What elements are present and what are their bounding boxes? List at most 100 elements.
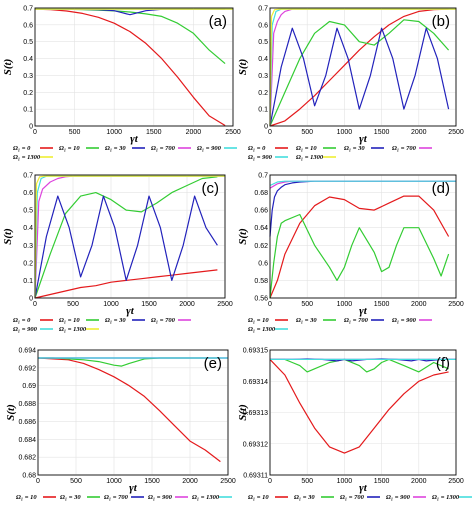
y-tick-label: 0.6 — [23, 190, 33, 197]
x-tick-label: 1500 — [374, 301, 390, 308]
plot-frame — [269, 174, 457, 299]
series-line — [37, 357, 221, 463]
legend-label: Ω₁ = 1300 — [59, 326, 87, 333]
panel-a: 0 500 1000 1500 2000 2500 0 0.1 0.2 0.3 0.4 0.5 0.6 0… — [2, 6, 241, 162]
legend-label: Ω₁ = 1300 — [13, 154, 41, 161]
y-tick-label: 0.4 — [258, 56, 268, 63]
series-line — [269, 8, 449, 127]
panel-label: (f) — [436, 355, 450, 372]
x-axis-label: γt — [359, 305, 368, 317]
x-tick-label: 1000 — [103, 301, 119, 308]
plot-border — [269, 349, 457, 476]
legend-label: Ω₁ = 700 — [151, 317, 176, 324]
y-tick-label: 0 — [29, 124, 33, 131]
plot-border — [34, 7, 234, 127]
x-tick-label: 0 — [33, 301, 37, 308]
legend-label: Ω₁ = 700 — [104, 494, 129, 501]
y-tick-label: 0.5 — [23, 208, 33, 215]
y-axis-label: S(t) — [237, 228, 249, 245]
x-tick-label: 2000 — [182, 478, 198, 485]
y-tick-label: 0.69 — [22, 383, 36, 390]
x-tick-label: 2000 — [186, 129, 202, 136]
x-tick-label: 0 — [268, 301, 272, 308]
y-tick-label: 0.2 — [23, 260, 33, 267]
x-tick-label: 2500 — [225, 129, 241, 136]
series-line — [269, 19, 450, 127]
panel-d: 0 500 1000 1500 2000 2500 0.56 0.58 0.6 0.62 0.64 0… — [237, 173, 464, 334]
series-line — [34, 176, 218, 299]
series-line — [270, 358, 449, 373]
x-axis-label: γt — [126, 305, 135, 317]
legend-label: Ω₁ = 0 — [13, 317, 31, 324]
y-tick-label: 0.7 — [258, 173, 268, 180]
legend-label: Ω₁ = 1300 — [296, 154, 324, 161]
x-tick-label: 2000 — [411, 478, 427, 485]
y-tick-label: 0 — [29, 296, 33, 303]
panel-label: (e) — [204, 355, 222, 372]
legend-label: Ω₁ = 1300 — [248, 326, 276, 333]
y-tick-label: 0.7 — [23, 173, 33, 180]
y-tick-label: 0.69313 — [243, 410, 268, 417]
y-tick-label: 0.62 — [254, 243, 268, 250]
panel-label: (a) — [209, 13, 227, 30]
panel-e: 0 500 1000 1500 2000 2500 0.68 0.682 0.684 0.686 0… — [5, 348, 236, 502]
legend-label: Ω₁ = 700 — [344, 317, 369, 324]
y-tick-label: 0.6 — [258, 260, 268, 267]
y-tick-label: 0.694 — [18, 348, 36, 355]
x-axis-label: γt — [359, 133, 368, 145]
legend-label: Ω₁ = 10 — [59, 317, 80, 324]
panel-f: 0 500 1000 1500 2000 2500 0.69311 0.69312 0.6931… — [237, 348, 472, 501]
y-tick-label: 0.686 — [18, 419, 36, 426]
y-tick-label: 0.4 — [23, 225, 33, 232]
y-tick-label: 0.68 — [254, 190, 268, 197]
legend-label: Ω₁ = 700 — [392, 145, 417, 152]
series-line — [269, 27, 450, 127]
x-tick-label: 0 — [268, 129, 272, 136]
x-tick-label: 1500 — [141, 301, 157, 308]
y-axis-label: S(t) — [237, 404, 249, 421]
x-tick-label: 1500 — [374, 129, 390, 136]
y-tick-label: 0.684 — [18, 437, 36, 444]
legend-label: Ω₁ = 10 — [16, 494, 37, 501]
y-tick-label: 0.1 — [23, 278, 33, 285]
panel-b: 0 500 1000 1500 2000 2500 0 0.1 0.2 0.3 0.4 0.5 0.6 0… — [237, 6, 464, 162]
x-tick-label: 1500 — [144, 478, 160, 485]
x-tick-label: 2500 — [448, 478, 464, 485]
y-tick-label: 0.3 — [23, 73, 33, 80]
legend-label: Ω₁ = 900 — [386, 494, 411, 501]
y-tick-label: 0.7 — [258, 6, 268, 13]
y-tick-label: 0.6 — [258, 22, 268, 29]
x-tick-label: 1500 — [146, 129, 162, 136]
y-tick-label: 0.3 — [258, 73, 268, 80]
y-tick-label: 0.64 — [254, 225, 268, 232]
x-tick-label: 2000 — [411, 129, 427, 136]
x-tick-label: 1000 — [337, 129, 353, 136]
legend-label: Ω₁ = 10 — [296, 145, 317, 152]
y-tick-label: 0.1 — [23, 107, 33, 114]
y-tick-label: 0.68 — [22, 473, 36, 480]
x-tick-label: 2500 — [448, 129, 464, 136]
x-tick-label: 500 — [301, 301, 313, 308]
y-tick-label: 0.3 — [23, 243, 33, 250]
y-tick-label: 0.682 — [18, 455, 36, 462]
y-tick-label: 0.7 — [23, 6, 33, 13]
plot-frame — [37, 349, 229, 476]
legend-label: Ω₁ = 900 — [392, 317, 417, 324]
y-axis-label: S(t) — [5, 404, 17, 421]
legend-label: Ω₁ = 30 — [294, 494, 315, 501]
legend-label: Ω₁ = 700 — [151, 145, 176, 152]
legend-label: Ω₁ = 10 — [248, 494, 269, 501]
y-tick-label: 0.2 — [258, 90, 268, 97]
series-line — [34, 175, 225, 299]
legend-label: Ω₁ = 30 — [105, 317, 126, 324]
x-axis-label: γt — [129, 482, 138, 494]
y-tick-label: 0.688 — [18, 401, 36, 408]
legend-label: Ω₁ = 1300 — [432, 494, 460, 501]
y-tick-label: 0.69311 — [243, 473, 268, 480]
y-tick-label: 0.56 — [254, 296, 268, 303]
x-tick-label: 2000 — [179, 301, 195, 308]
plot-border — [269, 174, 457, 299]
series-line — [269, 8, 456, 127]
x-tick-label: 1500 — [374, 478, 390, 485]
legend-label: Ω₁ = 900 — [13, 326, 38, 333]
